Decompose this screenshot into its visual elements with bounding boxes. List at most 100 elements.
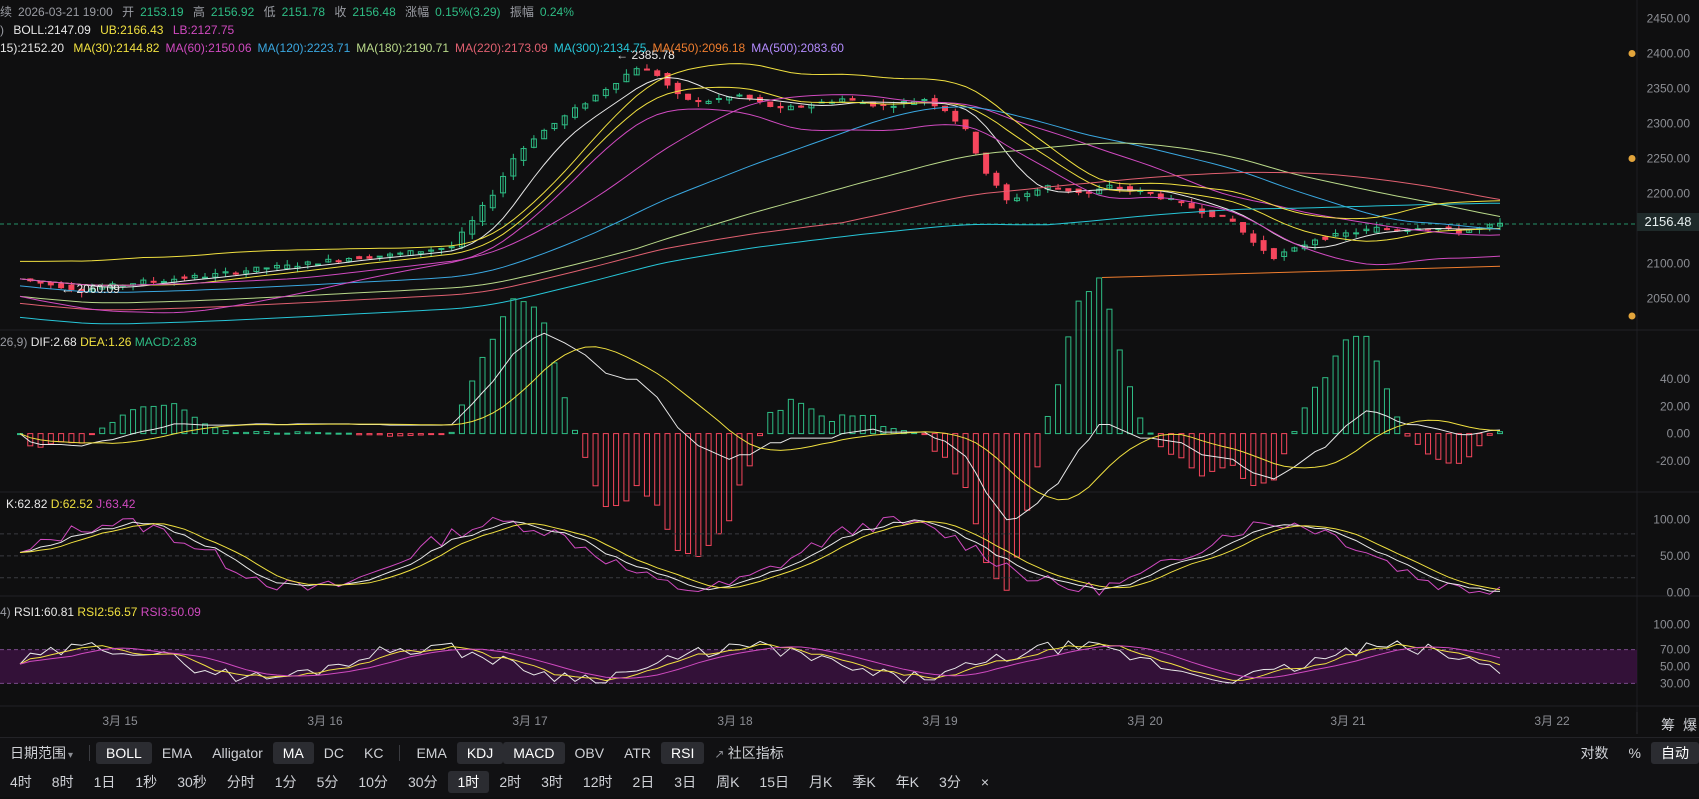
rsi-2: RSI2:56.57 <box>77 605 138 619</box>
toolbar-item[interactable]: 30秒 <box>167 771 217 793</box>
toolbar-item[interactable]: 3分 <box>929 771 971 793</box>
toolbar-item[interactable]: 3日 <box>664 771 706 793</box>
toolbar-item[interactable]: ATR <box>614 742 661 764</box>
toolbar-item[interactable]: 年K <box>886 771 929 793</box>
macd-bar <box>294 431 301 435</box>
toolbar-item-label: KDJ <box>466 745 494 761</box>
candle <box>1055 187 1062 190</box>
toolbar-item[interactable]: ↗ 社区指标 <box>704 742 793 764</box>
macd-bar <box>993 433 1000 580</box>
change-label: 涨幅 <box>405 5 430 19</box>
candle <box>1065 188 1072 192</box>
interval-toolbar: 4时 8时 1日 1秒 30秒 分时 1分 5分 10分 30分 1时 2时 3时 12时 2日 3日 周K 15… <box>0 767 1699 797</box>
macd-bar <box>1404 433 1411 437</box>
rsi-band <box>0 649 1637 684</box>
toolbar-item-label: MA <box>282 745 304 761</box>
candle <box>222 271 229 274</box>
toolbar-item[interactable]: 自动 <box>1651 742 1699 764</box>
toolbar-item[interactable]: 对数 <box>1571 742 1619 764</box>
candle <box>777 106 784 109</box>
toolbar-item[interactable]: 日期范围 ▾ <box>0 742 83 764</box>
toolbar-item[interactable]: RSI <box>661 742 705 764</box>
macd-bar <box>263 431 270 435</box>
price-axis-label: 2400.00 <box>1647 47 1691 61</box>
change-value: 0.15%(3.29) <box>435 5 501 19</box>
chart-canvas[interactable]: 2450.00 2400.00 2350.00 2300.00 2250.00 2200.… <box>0 0 1699 734</box>
candle <box>304 261 311 265</box>
toolbar-item[interactable]: 4时 <box>0 771 42 793</box>
toolbar-item[interactable]: KDJ <box>456 742 504 764</box>
toolbar-item[interactable]: 8时 <box>42 771 84 793</box>
kdj-d: D:62.52 <box>50 497 93 511</box>
toolbar-item[interactable]: BOLL <box>96 742 152 764</box>
toolbar-item-label: OBV <box>574 745 605 761</box>
candle <box>345 258 352 262</box>
candle <box>500 175 507 194</box>
macd-bar <box>1394 416 1401 435</box>
toolbar-item[interactable]: 10分 <box>348 771 398 793</box>
candle <box>1383 228 1390 231</box>
macd-bar <box>880 426 887 435</box>
toolbar-item[interactable]: 12时 <box>573 771 623 793</box>
macd-bar <box>623 433 630 502</box>
toolbar-item[interactable]: MACD <box>503 742 565 764</box>
toolbar-right-group: 对数% 自动 <box>1571 742 1699 764</box>
toolbar-item-label: 分时 <box>226 774 255 790</box>
toolbar-item[interactable]: 2时 <box>489 771 531 793</box>
macd-bar <box>1013 433 1020 558</box>
macd-bar <box>983 433 990 564</box>
toolbar-item[interactable]: 1日 <box>84 771 126 793</box>
toolbar-item[interactable]: 分时 <box>217 771 265 793</box>
toolbar-item-label: Alligator <box>212 745 263 761</box>
toolbar-item[interactable]: 1秒 <box>125 771 167 793</box>
toolbar-item[interactable]: MA <box>272 742 314 764</box>
ma-legend-item: MA(30):2144.82 <box>73 41 160 55</box>
toolbar-item[interactable]: KC <box>354 742 393 764</box>
toolbar-item[interactable]: 3时 <box>531 771 573 793</box>
toolbar-item[interactable]: × <box>971 771 999 793</box>
macd-bar <box>530 306 537 435</box>
candle <box>983 152 990 174</box>
toolbar-item[interactable]: 1分 <box>265 771 307 793</box>
macd-bar <box>1075 300 1082 435</box>
toolbar-item[interactable]: 1时 <box>447 771 490 793</box>
macd-bar <box>232 432 239 435</box>
macd-bar <box>489 338 496 435</box>
toolbar-item[interactable]: EMA <box>406 742 456 764</box>
low-label: 低 <box>263 5 276 19</box>
macd-dif: DIF:2.68 <box>30 335 77 349</box>
macd-bar <box>1178 433 1185 459</box>
macd-bar <box>1466 433 1473 458</box>
toolbar-item-label: 15日 <box>759 774 789 790</box>
candle <box>387 253 393 257</box>
macd-bar <box>1003 433 1010 591</box>
kline-chart[interactable]: 2450.00 2400.00 2350.00 2300.00 2250.00 2200.… <box>0 0 1699 734</box>
ma-line <box>19 106 1501 293</box>
toolbar-item[interactable]: EMA <box>152 742 202 764</box>
toolbar-item[interactable]: 5分 <box>307 771 349 793</box>
toolbar-item[interactable]: 周K <box>706 771 749 793</box>
toolbar-item[interactable]: 月K <box>799 771 842 793</box>
macd-bar <box>1281 433 1288 455</box>
toolbar-item[interactable]: DC <box>314 742 354 764</box>
price-axis-label: 2200.00 <box>1647 187 1691 201</box>
toolbar-item[interactable]: Alligator <box>202 742 273 764</box>
boll-prefix: ) <box>0 23 4 37</box>
toolbar-item[interactable]: % <box>1619 742 1651 764</box>
candle <box>397 252 404 255</box>
header-prefix: 续 <box>0 5 13 19</box>
time-axis-label: 3月 19 <box>922 714 958 728</box>
toolbar-item[interactable]: 15日 <box>749 771 799 793</box>
toolbar-item[interactable]: OBV <box>565 742 615 764</box>
candle <box>1106 184 1113 189</box>
toolbar-item[interactable]: 30分 <box>398 771 448 793</box>
rsi-axis-label: 50.00 <box>1660 660 1690 674</box>
chevron-down-icon: ▾ <box>68 750 74 761</box>
toolbar-item[interactable]: 2日 <box>622 771 664 793</box>
candle <box>674 82 681 95</box>
candle <box>1445 226 1452 229</box>
toolbar-item[interactable]: 季K <box>842 771 885 793</box>
time-axis-label: 3月 20 <box>1127 714 1163 728</box>
candle <box>1116 186 1123 190</box>
toolbar-item-label: 对数 <box>1580 745 1609 761</box>
